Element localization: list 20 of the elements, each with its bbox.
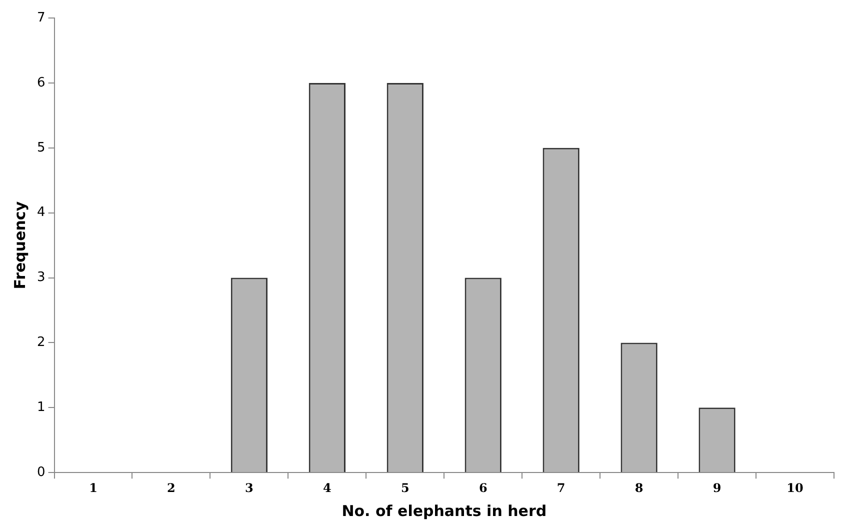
x-tick-label: 7	[556, 480, 566, 495]
x-tick-label: 3	[245, 480, 254, 495]
y-tick-label: 0	[36, 464, 46, 480]
y-tick-label: 4	[36, 205, 46, 220]
x-tick-label: 4	[322, 480, 332, 495]
y-tick-label: 5	[36, 140, 46, 156]
x-tick-label: 5	[400, 480, 410, 495]
x-tick-label: 1	[89, 480, 98, 495]
y-tick-label: 7	[36, 10, 46, 26]
y-tick-label: 2	[36, 335, 46, 350]
y-tick-label: 3	[36, 270, 46, 286]
y-axis-title: Frequency	[10, 201, 29, 290]
y-tick-label: 1	[36, 400, 46, 416]
x-tick-label: 2	[167, 480, 176, 495]
x-tick-label: 6	[478, 480, 488, 495]
y-tick-label: 6	[36, 75, 46, 90]
x-tick-label: 10	[786, 480, 804, 495]
x-tick-label: 9	[712, 480, 722, 495]
x-axis-title: No. of elephants in herd	[342, 502, 547, 520]
x-tick-label: 8	[634, 480, 644, 495]
